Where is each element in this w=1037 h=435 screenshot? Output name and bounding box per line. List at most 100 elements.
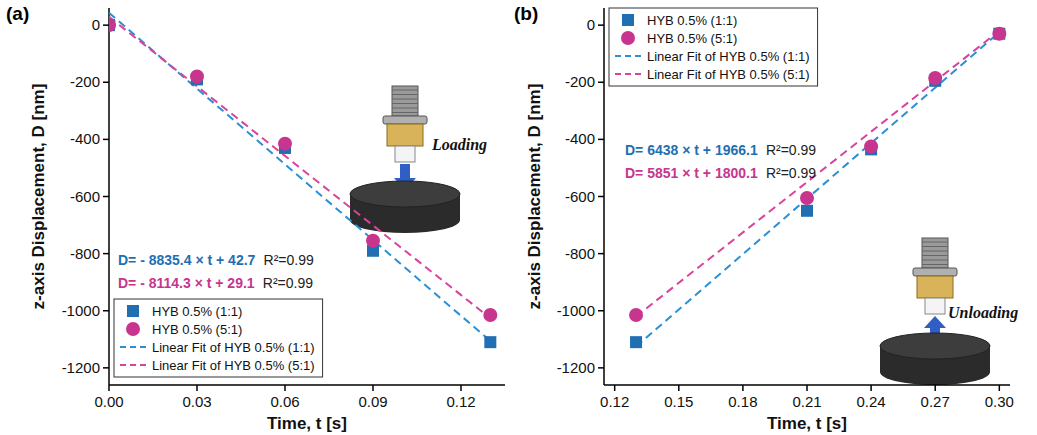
legend-marker [126, 322, 140, 336]
thread-line [392, 94, 418, 95]
legend-label: HYB 0.5% (1:1) [647, 13, 737, 28]
sample-top [880, 333, 990, 359]
y-tick [598, 24, 604, 26]
y-tick [103, 24, 109, 26]
data-point [928, 71, 942, 85]
x-tick-label: 0.06 [270, 393, 299, 410]
y-tick-label: -800 [70, 245, 100, 262]
inset-label: Loading [431, 136, 487, 154]
fit-line [109, 13, 490, 341]
legend-line [615, 55, 641, 57]
x-tick-label: 0.00 [94, 393, 123, 410]
x-tick [999, 385, 1001, 391]
legend-label: Linear Fit of HYB 0.5% (1:1) [647, 49, 810, 64]
panel-label: (b) [514, 3, 538, 24]
x-tick-label: 0.21 [792, 393, 821, 410]
thread-line [392, 103, 418, 104]
x-tick-label: 0.12 [600, 393, 629, 410]
y-tick-label: -200 [565, 73, 595, 90]
data-point [629, 308, 643, 322]
panel: Unloading0.120.150.180.210.240.270.300-2… [514, 3, 1018, 433]
holder-nut [913, 268, 957, 276]
x-tick [934, 385, 936, 391]
y-tick-label: -800 [565, 245, 595, 262]
thread-line [922, 246, 948, 247]
figure: Loading0.000.030.060.090.120-200-400-600… [0, 0, 1037, 435]
y-tick-label: -600 [565, 188, 595, 205]
data-point [864, 140, 878, 154]
x-tick [742, 385, 744, 391]
legend-label: HYB 0.5% (1:1) [152, 304, 242, 319]
legend-box [114, 299, 323, 377]
fit-r-squared: R²=0.99 [264, 252, 314, 268]
legend: HYB 0.5% (1:1) HYB 0.5% (5:1) Linear Fit o… [114, 299, 323, 377]
inset-label: Unloading [948, 304, 1018, 322]
y-tick [103, 367, 109, 369]
x-tick [614, 385, 616, 391]
fit-equation: D= 6438 × t + 1966.1 [625, 142, 758, 158]
y-tick-label: -400 [565, 130, 595, 147]
x-tick [806, 385, 808, 391]
legend-marker [127, 305, 139, 317]
legend-items: HYB 0.5% (1:1) HYB 0.5% (5:1) Linear Fit o… [615, 13, 810, 82]
legend-label: HYB 0.5% (5:1) [647, 31, 737, 46]
x-tick [678, 385, 680, 391]
data-point [992, 27, 1006, 41]
indenter-tip [395, 146, 415, 162]
legend-marker [621, 31, 635, 45]
x-axis-title: Time, t [s] [267, 414, 347, 433]
indenter-tip [925, 298, 945, 314]
panel: Loading0.000.030.060.090.120-200-400-600… [6, 3, 505, 433]
data-point [278, 137, 292, 151]
panel-label: (a) [6, 3, 29, 24]
y-tick-label: -1000 [62, 302, 100, 319]
legend-line [120, 346, 146, 348]
holder-brass [387, 124, 423, 146]
arrow-head [924, 316, 946, 328]
x-tick-label: 0.24 [857, 393, 886, 410]
x-tick-label: 0.03 [182, 393, 211, 410]
y-tick-label: -1200 [62, 359, 100, 376]
legend-label: HYB 0.5% (5:1) [152, 322, 242, 337]
fit-equation: D= - 8835.4 × t + 42.7 [118, 252, 256, 268]
thread-line [922, 251, 948, 252]
fit-equation: D= - 8114.3 × t + 29.1 [118, 275, 255, 291]
y-tick-label: 0 [587, 16, 595, 33]
y-tick [103, 310, 109, 312]
y-tick-label: -400 [70, 130, 100, 147]
y-tick [103, 253, 109, 255]
holder-thread [392, 86, 418, 116]
y-tick [598, 367, 604, 369]
x-tick-label: 0.15 [664, 393, 693, 410]
legend-label: Linear Fit of HYB 0.5% (5:1) [647, 67, 810, 82]
fit-line [109, 17, 490, 318]
holder-brass [917, 276, 953, 298]
data-point [630, 336, 642, 348]
data-point [801, 205, 813, 217]
x-tick [196, 385, 198, 391]
fit-r-squared: R²=0.99 [766, 142, 816, 158]
thread-line [392, 90, 418, 91]
legend-label: Linear Fit of HYB 0.5% (1:1) [152, 340, 315, 355]
fit-equation: D= 5851 × t + 1800.1 [625, 165, 758, 181]
y-tick [598, 253, 604, 255]
fit-r-squared: R²=0.99 [263, 275, 313, 291]
legend-items: HYB 0.5% (1:1) HYB 0.5% (5:1) Linear Fit o… [120, 304, 315, 373]
legend-box [609, 8, 818, 86]
legend-line [615, 73, 641, 75]
x-axis [109, 384, 505, 386]
plot-data [109, 13, 497, 348]
y-tick [598, 82, 604, 84]
x-tick-label: 0.18 [728, 393, 757, 410]
y-tick [598, 196, 604, 198]
thread-line [392, 112, 418, 113]
y-tick-label: -200 [70, 73, 100, 90]
y-tick-label: -1000 [557, 302, 595, 319]
y-tick [103, 139, 109, 141]
legend-marker [622, 14, 634, 26]
y-tick [103, 196, 109, 198]
thread-line [922, 264, 948, 265]
y-axis-title: z-axis Displacement, D [nm] [525, 84, 544, 310]
thread-line [922, 255, 948, 256]
thread-line [922, 242, 948, 243]
